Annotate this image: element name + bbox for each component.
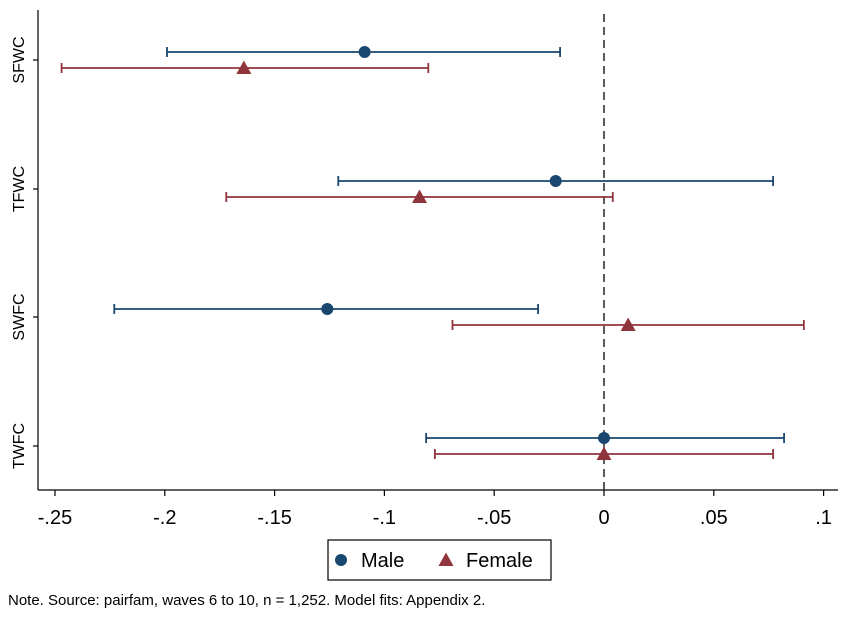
y-category-label: SFWC [11, 36, 28, 83]
legend-male-label: Male [361, 550, 404, 572]
y-category-label: TFWC [11, 166, 28, 212]
male-swfc-estimate-marker [321, 303, 334, 315]
legend-female-label: Female [466, 550, 533, 572]
male-tfwc-estimate-marker [549, 175, 562, 187]
female-tfwc-estimate-marker [412, 189, 428, 203]
male-sfwc-estimate-marker [358, 46, 371, 58]
x-tick-label: -.25 [38, 507, 72, 529]
plot-axes: -.25 -.2 -.15 -.1 -.05 0 .05 .1 SFWC TFWC SWFC TWFC [11, 10, 838, 529]
x-tick-label: .05 [700, 507, 728, 529]
female-sfwc-estimate-marker [236, 60, 252, 74]
x-tick-label: -.05 [477, 507, 511, 529]
legend-male-marker [335, 554, 347, 566]
x-tick-label: -.2 [153, 507, 176, 529]
x-tick-label: -.15 [257, 507, 291, 529]
x-tick-label: .1 [815, 507, 832, 529]
x-tick-label: -.1 [373, 507, 396, 529]
legend-box [327, 539, 552, 581]
y-category-label: TWFC [11, 423, 28, 469]
figure-note: Note. Source: pairfam, waves 6 to 10, n … [8, 592, 486, 609]
legend: Male Female [327, 539, 552, 581]
male-twfc-estimate-marker [598, 432, 610, 444]
female-swfc-estimate-marker [620, 317, 636, 331]
female-twfc-estimate-marker [596, 446, 612, 460]
legend-female-marker [438, 552, 454, 566]
plot-marks [60, 46, 805, 460]
y-category-label: SWFC [11, 293, 28, 340]
x-tick-label: 0 [598, 507, 609, 529]
